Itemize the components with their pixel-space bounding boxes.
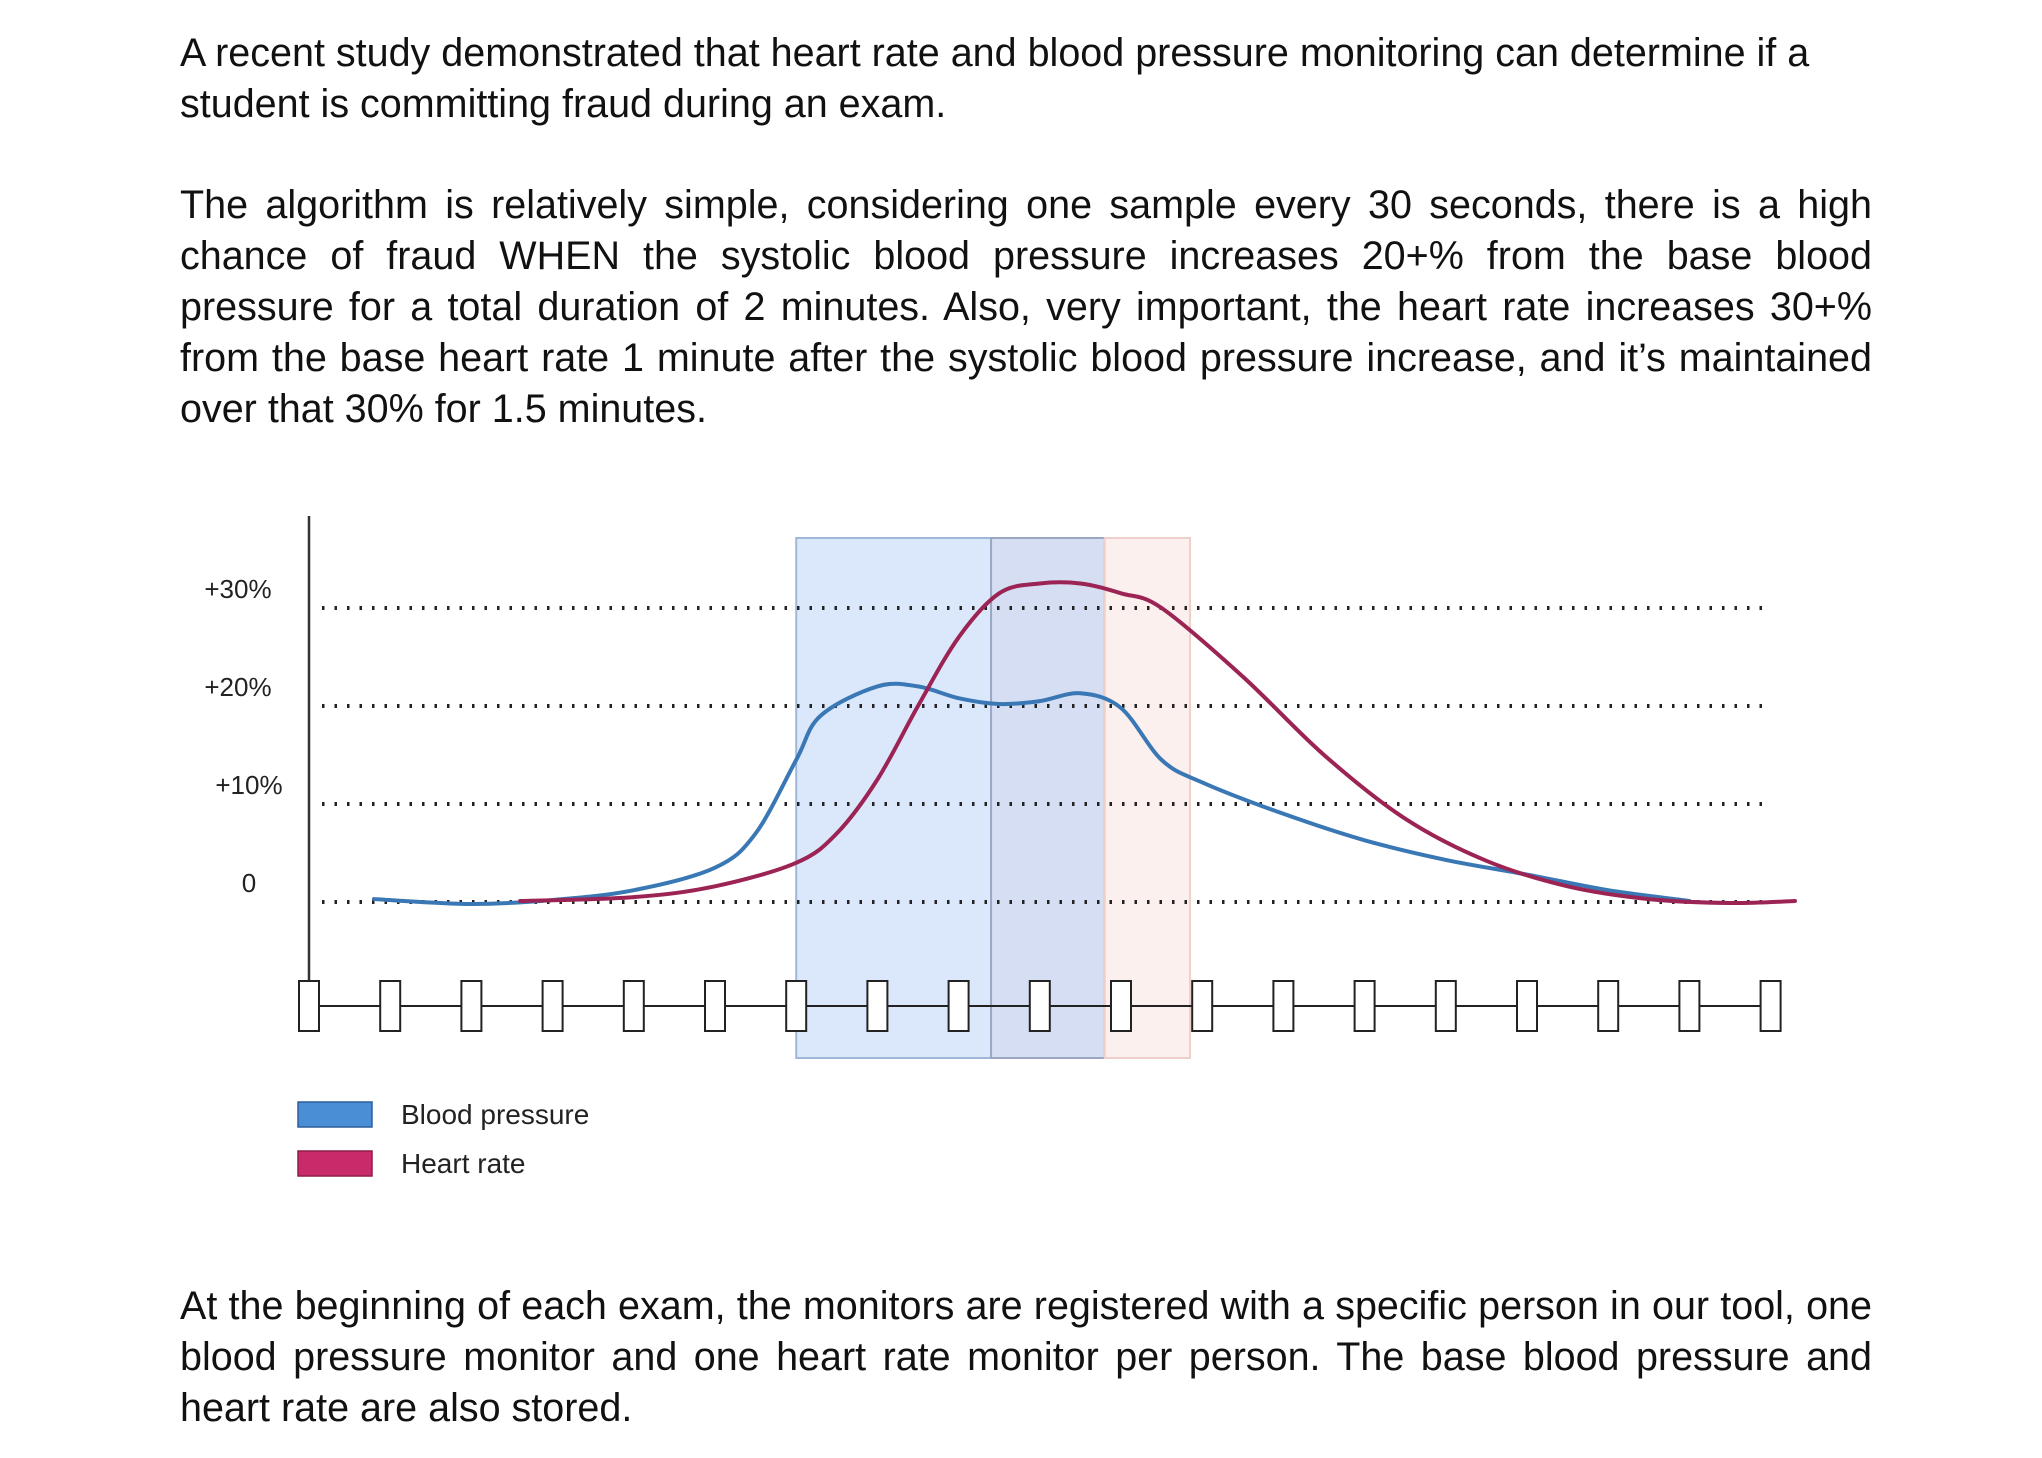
highlight-regions [795, 537, 1192, 1059]
sample-box [1597, 980, 1620, 1032]
setup-paragraph: At the beginning of each exam, the monit… [180, 1284, 1872, 1430]
fraud-detection-chart: +30% +20% +10% 0 Blood pressure Heart rate [204, 516, 1797, 1179]
sample-box [460, 980, 483, 1032]
sample-box [866, 980, 889, 1032]
y-tick-label: +20% [204, 672, 271, 702]
y-tick-label: 0 [242, 868, 256, 898]
algorithm-paragraph: The algorithm is relatively simple, cons… [180, 183, 1872, 431]
sample-box [1110, 980, 1132, 1032]
sample-box [1353, 980, 1376, 1032]
highlight-region [990, 537, 1106, 1059]
sample-box [704, 980, 726, 1032]
sample-box [622, 980, 645, 1032]
series-line-blood-pressure [371, 681, 1692, 907]
sample-timeline [298, 980, 1782, 1032]
sample-box [1028, 980, 1051, 1032]
legend: Blood pressure Heart rate [297, 1099, 589, 1179]
sample-box [1272, 980, 1295, 1032]
sample-box [1434, 980, 1457, 1032]
sample-box [298, 980, 320, 1032]
intro-paragraph: A recent study demonstrated that heart r… [180, 31, 1810, 126]
highlight-region [1103, 537, 1192, 1059]
y-tick-label: +30% [204, 574, 271, 604]
legend-label-blood-pressure: Blood pressure [401, 1099, 589, 1130]
y-tick-label: +10% [215, 770, 282, 800]
series-line-heart-rate [518, 580, 1797, 906]
sample-box [541, 980, 564, 1032]
gridlines [322, 606, 1765, 904]
sample-box [1516, 980, 1538, 1032]
sample-box [379, 980, 402, 1032]
sample-box [1678, 980, 1701, 1032]
legend-swatch-heart-rate [297, 1150, 373, 1177]
legend-swatch-blood-pressure [297, 1101, 373, 1128]
y-tick-labels: +30% +20% +10% 0 [204, 574, 282, 898]
sample-box [785, 980, 808, 1032]
sample-box [1759, 980, 1782, 1032]
series-lines [371, 580, 1797, 907]
sample-box [947, 980, 970, 1032]
sample-box [1191, 980, 1214, 1032]
legend-label-heart-rate: Heart rate [401, 1148, 526, 1179]
